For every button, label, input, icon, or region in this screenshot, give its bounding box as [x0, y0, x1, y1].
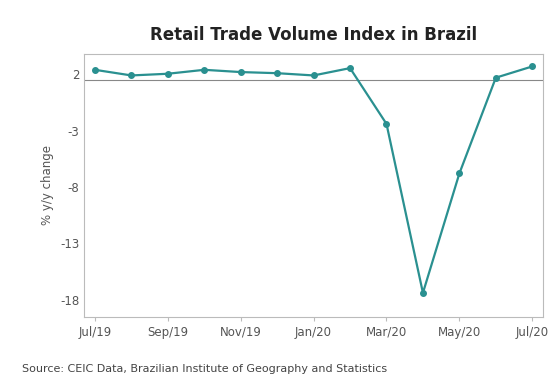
Title: Retail Trade Volume Index in Brazil: Retail Trade Volume Index in Brazil — [150, 26, 477, 44]
Text: Source: CEIC Data, Brazilian Institute of Geography and Statistics: Source: CEIC Data, Brazilian Institute o… — [22, 364, 388, 374]
Y-axis label: % y/y change: % y/y change — [41, 145, 54, 225]
